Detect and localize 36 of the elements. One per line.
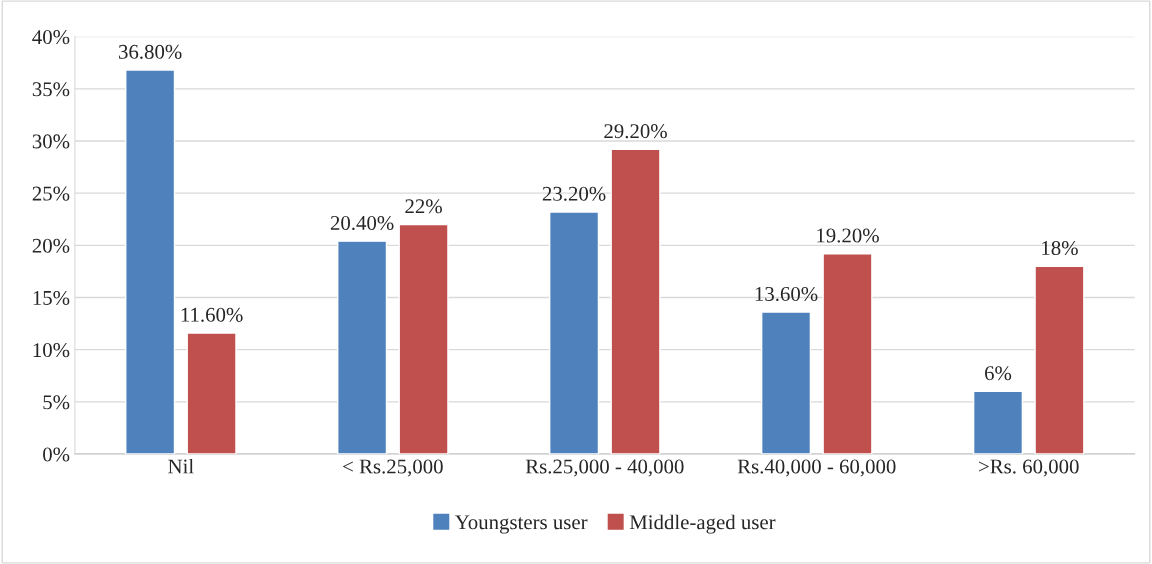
y-tick-label: 20% — [32, 238, 70, 253]
bar — [186, 332, 237, 455]
bar — [1034, 265, 1085, 455]
x-tick-label: >Rs. 60,000 — [979, 459, 1079, 477]
y-tick-label: 15% — [33, 290, 70, 306]
bar — [125, 69, 176, 455]
data-label: 20.40% — [330, 215, 394, 231]
data-label: 36.80% — [119, 44, 182, 59]
legend-label: Middle-aged user — [629, 514, 776, 534]
data-label: 23.20% — [542, 186, 606, 201]
data-label: 22% — [405, 199, 442, 214]
bar — [337, 240, 388, 455]
data-label: 29.20% — [604, 124, 667, 139]
legend-label: Youngsters user — [455, 515, 588, 534]
y-tick-label: 40% — [32, 30, 70, 45]
data-label: 11.60% — [181, 307, 243, 322]
y-tick-label: 0% — [43, 447, 70, 462]
data-label: 13.60% — [755, 286, 818, 302]
data-label: 18% — [1042, 240, 1078, 256]
y-tick-label: 5% — [43, 395, 70, 410]
y-tick-label: 10% — [33, 343, 70, 358]
y-tick-label: 30% — [32, 134, 70, 149]
bar — [610, 148, 661, 455]
bar — [972, 390, 1024, 455]
data-label: 19.20% — [817, 228, 879, 243]
bar — [822, 252, 873, 455]
data-label: 6% — [985, 366, 1012, 381]
bar — [548, 211, 600, 455]
bar — [398, 223, 449, 455]
x-tick-label: Rs.25,000 - 40,000 — [525, 459, 684, 477]
x-tick-label: Nil — [168, 458, 194, 474]
x-tick-label: < Rs.25,000 — [343, 459, 443, 477]
y-tick-label: 25% — [32, 186, 70, 201]
bar — [760, 311, 812, 455]
x-tick-label: Rs.40,000 - 60,000 — [737, 459, 896, 477]
y-tick-label: 35% — [32, 82, 70, 97]
